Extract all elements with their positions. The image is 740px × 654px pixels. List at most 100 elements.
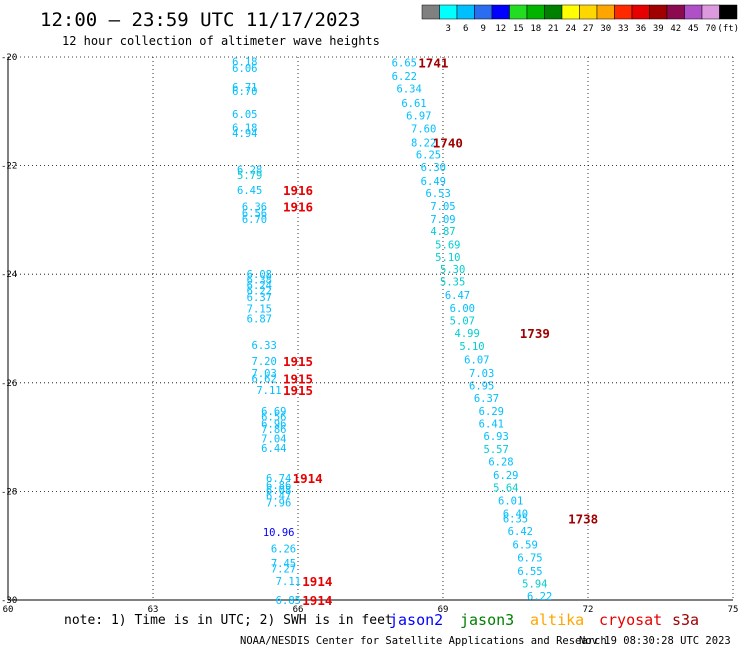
wave-height-value: 6.05 xyxy=(232,109,257,121)
legend-swatch xyxy=(474,4,493,20)
wave-height-value: 6.42 xyxy=(508,526,533,538)
wave-height-value: 6.29 xyxy=(493,470,518,482)
satellite-name: s3a xyxy=(672,611,699,629)
wave-height-value: 6.55 xyxy=(517,566,542,578)
wave-height-value: 4.99 xyxy=(455,328,480,340)
wave-height-value: 7.03 xyxy=(252,368,277,380)
legend-swatch xyxy=(491,4,510,20)
wave-height-value: 6.93 xyxy=(484,431,509,443)
wave-height-value: 5.30 xyxy=(440,264,465,276)
wave-height-value: 6.70 xyxy=(232,86,257,98)
wave-height-value: 6.47 xyxy=(445,290,470,302)
pass-time-label: 1738 xyxy=(568,512,598,527)
wave-height-value: 7.96 xyxy=(266,497,291,509)
wave-height-value: 7.11 xyxy=(256,385,281,397)
wave-height-value: 6.75 xyxy=(517,553,542,565)
wave-height-value: 6.85 xyxy=(276,595,301,607)
wave-height-value: 6.33 xyxy=(252,340,277,352)
pass-time-label: 1916 xyxy=(283,199,313,214)
legend-swatch xyxy=(684,4,703,20)
x-tick-label: 72 xyxy=(583,605,594,615)
x-tick-label: 60 xyxy=(3,605,14,615)
wave-height-value: 6.28 xyxy=(488,457,513,469)
wave-height-value: 6.53 xyxy=(426,188,451,200)
legend-swatch xyxy=(631,4,650,20)
legend-label: 70 xyxy=(705,24,716,34)
color-legend: 3 6 9 12 15 18 21 24 27 30 33 36 39 42 45 70 (ft) xyxy=(421,4,739,34)
wave-height-value: 6.08 xyxy=(266,485,291,497)
legend-label: 6 xyxy=(463,24,468,34)
wave-height-value: 6.24 xyxy=(247,280,272,292)
wave-height-value: 6.56 xyxy=(261,411,286,423)
wave-height-value: 6.25 xyxy=(416,150,441,162)
legend-label: 30 xyxy=(600,24,611,34)
wave-height-value: 7.09 xyxy=(430,214,455,226)
pass-labels: 1741174019161916173919151915191519141738… xyxy=(283,55,598,608)
legend-swatch xyxy=(596,4,615,20)
pass-time-label: 1915 xyxy=(283,354,313,369)
wave-height-value: 6.35 xyxy=(503,514,528,526)
pass-time-label: 1916 xyxy=(283,183,313,198)
wave-height-value: 4.94 xyxy=(232,128,257,140)
y-tick-label: -30 xyxy=(1,596,17,606)
wave-height-value: 6.30 xyxy=(421,162,446,174)
legend-label: (ft) xyxy=(717,24,739,34)
wave-height-value: 6.34 xyxy=(397,83,422,95)
satellite-name: jason2 xyxy=(389,611,443,629)
wave-height-value: 6.59 xyxy=(513,540,538,552)
wave-height-value: 6.86 xyxy=(266,480,291,492)
credit-text: NOAA/NESDIS Center for Satellite Applica… xyxy=(240,635,607,647)
wave-height-value: 6.40 xyxy=(503,509,528,521)
legend-label: 36 xyxy=(635,24,646,34)
legend-label: 15 xyxy=(513,24,524,34)
wave-height-value: 5.94 xyxy=(522,579,547,591)
legend-swatch xyxy=(544,4,563,20)
legend-label: 42 xyxy=(670,24,681,34)
wave-height-value: 6.37 xyxy=(247,292,272,304)
wave-height-value: 10.96 xyxy=(263,527,295,539)
satellite-legend: jason2 jason3 altika cryosat s3a xyxy=(389,611,699,629)
wave-height-value: 6.26 xyxy=(271,543,296,555)
y-tick-label: -24 xyxy=(1,270,17,280)
wave-height-value: 6.95 xyxy=(469,381,494,393)
wave-height-value: 5.64 xyxy=(493,483,518,495)
wave-height-value: 6.47 xyxy=(266,491,291,503)
wave-height-value: 5.35 xyxy=(440,276,465,288)
wave-height-value: 6.41 xyxy=(479,419,504,431)
wave-height-value: 6.18 xyxy=(232,123,257,135)
legend-swatch xyxy=(649,4,668,20)
wave-height-value: 6.28 xyxy=(237,164,262,176)
wave-height-values: 6.186.066.716.706.056.184.946.285.796.45… xyxy=(232,56,552,607)
wave-height-value: 6.44 xyxy=(261,443,286,455)
wave-height-value: 6.61 xyxy=(401,98,426,110)
wave-height-value: 6.22 xyxy=(527,591,552,603)
legend-swatch xyxy=(456,4,475,20)
wave-height-value: 6.00 xyxy=(450,303,475,315)
legend-label: 18 xyxy=(530,24,541,34)
pass-time-label: 1741 xyxy=(418,55,448,70)
x-tick-label: 69 xyxy=(438,605,449,615)
legend-label: 9 xyxy=(481,24,486,34)
wave-height-value: 6.22 xyxy=(392,71,417,83)
wave-height-value: 6.49 xyxy=(421,176,446,188)
wave-height-value: 6.97 xyxy=(406,111,431,123)
wave-height-value: 7.45 xyxy=(271,558,296,570)
legend-label: 45 xyxy=(688,24,699,34)
wave-height-value: 6.74 xyxy=(266,473,291,485)
pass-time-label: 1914 xyxy=(293,471,323,486)
gridlines xyxy=(8,56,734,600)
legend-swatch xyxy=(421,4,440,20)
plot-area: 60 63 66 69 72 75-20-22-24-26-28-30 6.186.066… xyxy=(1,53,738,615)
pass-time-label: 1739 xyxy=(520,326,550,341)
wave-height-value: 6.22 xyxy=(247,285,272,297)
wave-height-value: 6.87 xyxy=(247,314,272,326)
wave-height-value: 6.62 xyxy=(252,373,277,385)
wave-height-value: 8.22 xyxy=(411,137,436,149)
legend-label: 12 xyxy=(495,24,506,34)
legend-swatch xyxy=(701,4,720,20)
wave-height-value: 6.96 xyxy=(261,419,286,431)
legend-label: 3 xyxy=(446,24,451,34)
wave-height-value: 5.69 xyxy=(435,239,460,251)
y-tick-label: -28 xyxy=(1,487,17,497)
